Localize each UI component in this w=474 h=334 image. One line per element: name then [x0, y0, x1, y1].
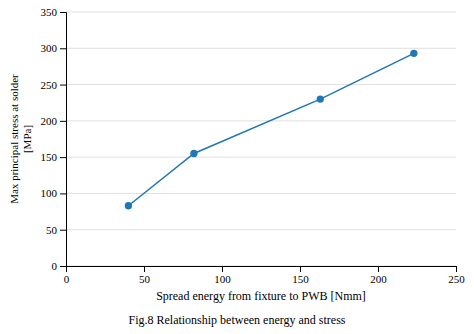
tick-label: 100: [41, 187, 58, 199]
data-point: [125, 202, 132, 209]
plot-area: 0 50 100 150 200 250 0 50 100 150 200 250 300 350 Spre…: [8, 6, 465, 303]
tick-mark: [60, 230, 66, 231]
grid-line: [66, 229, 456, 230]
tick-label: 250: [41, 79, 58, 91]
grid-line: [66, 120, 456, 121]
tick-mark: [60, 193, 66, 194]
tick-mark: [222, 266, 223, 272]
tick-label: 150: [292, 273, 309, 285]
data-point: [410, 50, 417, 57]
tick: 0: [52, 260, 67, 272]
grid-line: [66, 12, 456, 13]
chart-container: 0 50 100 150 200 250 0 50 100 150 200 250 300 350 Spre…: [0, 0, 474, 334]
tick-label: 50: [139, 273, 151, 285]
tick: 250: [41, 79, 67, 91]
y-axis-title: Max principal stress at solder[MPa]: [8, 74, 33, 204]
tick: 200: [41, 115, 67, 127]
tick-label: 150: [41, 151, 58, 163]
grid-line: [66, 48, 456, 49]
tick-label: 250: [448, 273, 465, 285]
tick: 50: [139, 266, 151, 285]
tick-label: 300: [41, 42, 58, 54]
tick-label: 200: [370, 273, 387, 285]
chart-svg: 0 50 100 150 200 250 0 50 100 150 200 250 300 350 Spre…: [0, 0, 474, 334]
tick-label: 200: [41, 115, 58, 127]
tick: 350: [41, 6, 67, 18]
tick-label: 0: [52, 260, 58, 272]
grid-line: [66, 84, 456, 85]
x-axis-title: Spread energy from fixture to PWB [Nmm]: [156, 289, 366, 303]
tick-label: 350: [41, 6, 58, 18]
tick-mark: [60, 121, 66, 122]
tick: 100: [41, 187, 67, 199]
tick: 100: [214, 266, 231, 285]
axis-line: [60, 13, 67, 267]
x-axis: 0 50 100 150 200 250: [64, 266, 466, 285]
tick-mark: [60, 157, 66, 158]
grid-line: [66, 193, 456, 194]
caption: Fig.8 Relationship between energy and st…: [128, 313, 345, 327]
data-point: [190, 150, 197, 157]
tick-mark: [60, 266, 66, 267]
tick: 200: [370, 266, 387, 285]
tick-mark: [60, 48, 66, 49]
tick-mark: [60, 85, 66, 86]
tick: 300: [41, 42, 67, 54]
tick: 150: [41, 151, 67, 163]
tick: 250: [448, 266, 465, 285]
grid: [66, 12, 456, 266]
tick-mark: [456, 266, 457, 272]
tick: 50: [46, 224, 66, 236]
tick-mark: [60, 12, 66, 13]
tick-label: 50: [46, 224, 58, 236]
tick-mark: [378, 266, 379, 272]
axis-line: [67, 267, 457, 273]
tick-mark: [144, 266, 145, 272]
tick: 150: [292, 266, 309, 285]
data-point: [317, 95, 324, 102]
data-line: [128, 53, 413, 205]
grid-line: [66, 157, 456, 158]
y-axis: 0 50 100 150 200 250 300 350: [41, 6, 67, 272]
tick-mark: [300, 266, 301, 272]
tick-label: 0: [64, 273, 70, 285]
tick: 0: [64, 266, 70, 285]
marks: [125, 50, 418, 210]
tick-label: 100: [214, 273, 231, 285]
